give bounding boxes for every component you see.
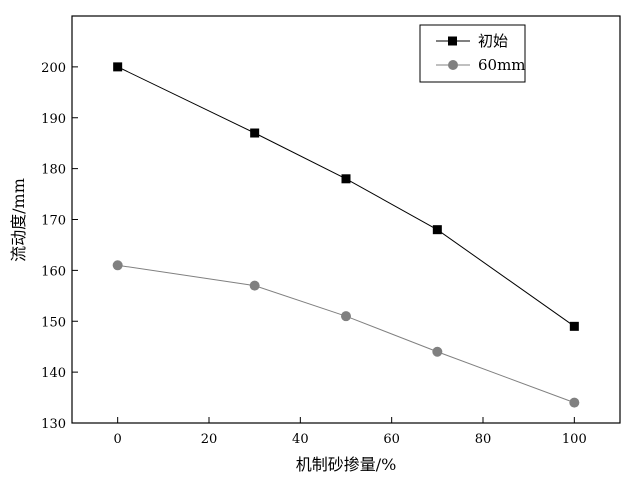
x-tick-label: 20 (201, 432, 218, 447)
x-tick-label: 40 (292, 432, 309, 447)
data-point-square (341, 174, 351, 184)
series-line (117, 66, 575, 327)
legend-marker-circle (448, 60, 458, 70)
x-tick-label: 80 (475, 432, 492, 447)
axis-ticks: 0 20 40 60 80 100 130 140 150 160 170 180 190 200 (41, 61, 587, 447)
data-point-circle (569, 397, 580, 408)
legend-label: 初始 (478, 32, 508, 50)
y-tick-label: 160 (41, 264, 66, 279)
x-axis-title: 机制砂掺量/% (296, 455, 397, 474)
x-tick-label: 100 (562, 432, 587, 447)
data-point-circle (432, 346, 443, 357)
y-axis-title: 流动度/mm (9, 178, 28, 262)
y-tick-label: 170 (41, 214, 66, 229)
data-point-circle (112, 260, 123, 271)
x-tick-label: 60 (383, 432, 400, 447)
series-layer (112, 62, 580, 408)
y-tick-label: 140 (41, 366, 66, 381)
data-point-square (113, 62, 123, 72)
data-point-square (569, 321, 579, 331)
plot-area-frame (71, 15, 621, 424)
data-point-square (250, 128, 260, 138)
legend-marker-square (448, 36, 457, 46)
data-point-circle (249, 280, 260, 291)
y-tick-label: 180 (41, 163, 66, 178)
data-point-circle (341, 311, 351, 322)
data-point-square (432, 225, 442, 235)
legend: 初始 60mm (419, 24, 526, 83)
series-line (117, 264, 575, 404)
y-tick-label: 150 (41, 315, 66, 330)
y-tick-label: 190 (41, 112, 66, 127)
x-tick-label: 0 (114, 432, 122, 447)
legend-box (419, 24, 526, 83)
y-tick-label: 130 (41, 417, 66, 432)
legend-label: 60mm (478, 56, 526, 74)
y-tick-label: 200 (41, 61, 66, 76)
